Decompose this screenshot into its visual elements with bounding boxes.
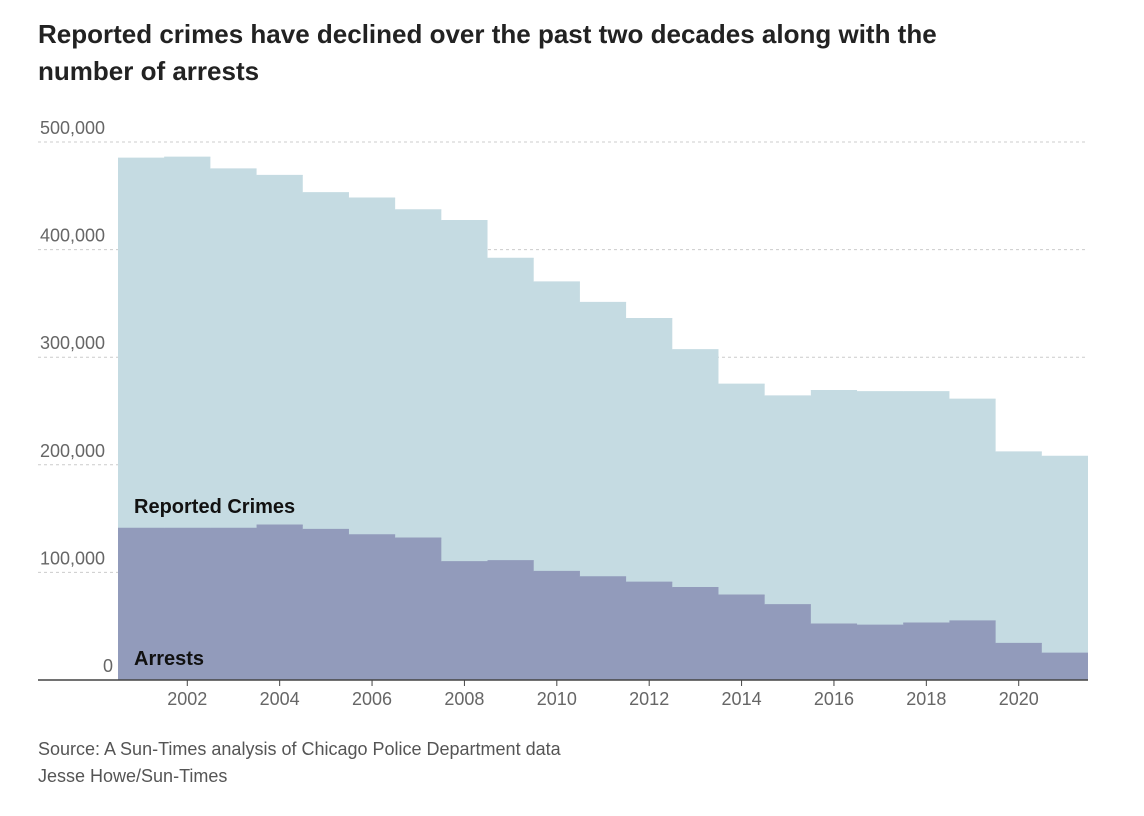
x-tick-label: 2020 (999, 689, 1039, 709)
y-tick-label: 300,000 (40, 333, 105, 353)
area-fill (118, 525, 1088, 680)
series-arrests (118, 524, 1088, 680)
y-tick-label: 100,000 (40, 548, 105, 568)
chart-footer: Source: A Sun-Times analysis of Chicago … (38, 736, 561, 790)
x-tick-label: 2002 (167, 689, 207, 709)
source-note: Source: A Sun-Times analysis of Chicago … (38, 739, 561, 759)
x-tick-label: 2004 (260, 689, 300, 709)
x-tick-label: 2012 (629, 689, 669, 709)
credit-note: Jesse Howe/Sun-Times (38, 766, 228, 786)
series-labels: Reported Crimes Arrests (134, 496, 295, 670)
y-tick-label: 0 (103, 656, 113, 676)
area-chart: 0 100,000 200,000 300,000 400,000 500,000 200… (38, 118, 1088, 709)
x-tick-label: 2018 (906, 689, 946, 709)
series-label-reported-crimes: Reported Crimes (134, 496, 295, 518)
y-tick-label: 500,000 (40, 118, 105, 138)
x-tick-label: 2016 (814, 689, 854, 709)
chart-title: Reported crimes have declined over the p… (38, 19, 937, 86)
x-tick-label: 2014 (722, 689, 762, 709)
x-tick-label: 2008 (444, 689, 484, 709)
series-label-arrests: Arrests (134, 648, 204, 670)
y-tick-label: 200,000 (40, 441, 105, 461)
x-axis: 2002 2004 2006 2008 2010 2012 2014 2016 2018 2020 (38, 679, 1088, 709)
x-tick-label: 2006 (352, 689, 392, 709)
x-tick-label: 2010 (537, 689, 577, 709)
y-tick-label: 400,000 (40, 226, 105, 246)
y-axis: 0 100,000 200,000 300,000 400,000 500,000 (40, 118, 113, 676)
series-areas (118, 156, 1088, 681)
